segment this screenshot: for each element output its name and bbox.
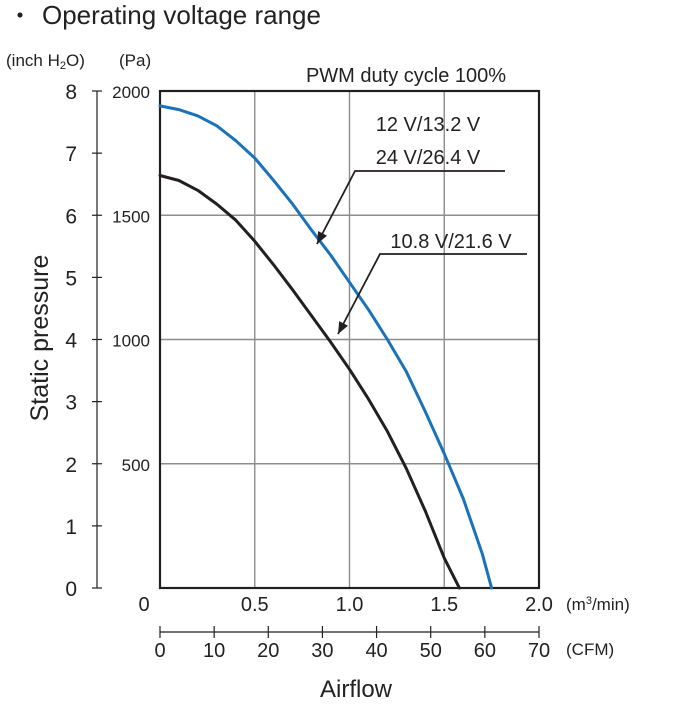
x-axis-title: Airflow — [320, 676, 393, 703]
y-secondary-tick-label: 8 — [65, 81, 77, 104]
y-secondary-tick-label: 3 — [65, 392, 77, 415]
y-primary-tick-label: 2000 — [112, 83, 150, 102]
x-secondary-tick-label: 70 — [528, 640, 550, 662]
y-secondary-tick-label: 2 — [65, 454, 77, 477]
y-secondary-tick-label: 1 — [65, 516, 77, 539]
y-primary-tick-label: 1000 — [112, 332, 150, 351]
series-line-1 — [158, 104, 494, 590]
series-label-1-line-1: 12 V/13.2 V — [376, 114, 481, 136]
x-primary-unit: (m3/min) — [566, 595, 630, 614]
x-primary-tick-label: 1.5 — [430, 594, 458, 616]
x-primary-tick-label: 2.0 — [525, 594, 553, 616]
leader-series-1 — [316, 170, 505, 245]
x-primary-tick-label: 0 — [138, 594, 149, 616]
x-secondary-tick-label: 10 — [203, 640, 225, 662]
x-secondary-tick-label: 20 — [257, 640, 279, 662]
leader-series-2 — [337, 253, 527, 335]
x-primary-tick-label: 0.5 — [241, 594, 269, 616]
x-primary-tick-label: 1.0 — [336, 594, 364, 616]
x-secondary-unit: (CFM) — [566, 640, 614, 659]
y-secondary-unit: (inch H2O) — [6, 51, 85, 72]
y-secondary-tick-label: 6 — [65, 205, 77, 228]
plot-frame — [158, 89, 541, 590]
y-secondary-tick-label: 7 — [65, 143, 77, 166]
plot-area: 0 1 2 3 4 5 6 7 8 500 1000 1500 2000 0 0.5 1.0 1.5 2.0 0 10… — [65, 81, 553, 662]
page-title: Operating voltage range — [42, 0, 321, 30]
y-primary-tick-label: 1500 — [112, 207, 150, 226]
y-secondary-tick-label: 5 — [65, 267, 77, 290]
y-axis-title: Static pressure — [26, 255, 54, 422]
y-secondary-tick-label: 0 — [65, 578, 77, 601]
leader-series-2-arrowhead — [338, 321, 348, 334]
x-secondary-tick-label: 0 — [154, 640, 165, 662]
bullet: ・ — [8, 3, 32, 30]
x-secondary-tick-label: 50 — [420, 640, 442, 662]
annotation-title: PWM duty cycle 100% — [306, 65, 506, 87]
series-line-2 — [158, 174, 461, 590]
x-secondary-tick-label: 60 — [474, 640, 496, 662]
series-label-2: 10.8 V/21.6 V — [390, 231, 512, 253]
y-secondary-tick-label: 4 — [65, 330, 77, 353]
leader-series-1-arrowhead — [317, 231, 327, 244]
y-primary-unit: (Pa) — [119, 51, 151, 70]
x-secondary-tick-label: 30 — [311, 640, 333, 662]
y-primary-tick-label: 500 — [122, 456, 150, 475]
x-secondary-tick-label: 40 — [365, 640, 387, 662]
series-label-1-line-2: 24 V/26.4 V — [376, 147, 481, 169]
